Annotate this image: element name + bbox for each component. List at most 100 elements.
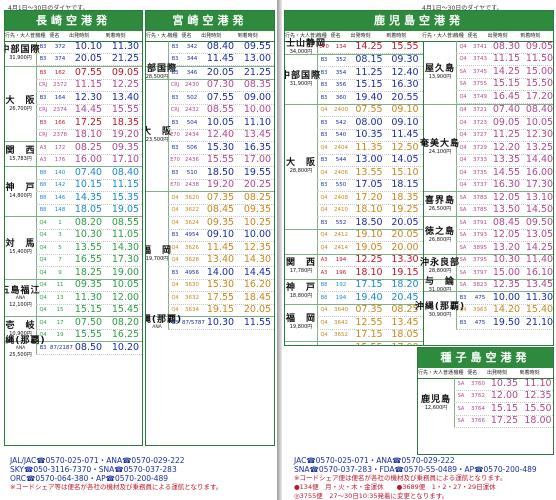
arrival-time: 11.05: [111, 229, 140, 241]
flight-row: B8 142 10.15 11.15: [36, 179, 142, 192]
flight-number: 162: [54, 69, 66, 76]
aircraft-type: Q4: [320, 144, 328, 151]
date-note-right: 4月1日～30日のダイヤです。: [422, 5, 503, 12]
aircraft-type: B3: [39, 43, 47, 50]
aircraft-type: B3: [320, 57, 328, 64]
destination-cell: [146, 41, 169, 66]
departure-time: 08.20: [74, 216, 103, 228]
destination-cell: 沖永良部 28,800円: [420, 254, 459, 279]
departure-time: 17.15: [355, 329, 383, 341]
arrival-time: 13.45: [243, 129, 272, 141]
flight-row: B3 506 15.30 16.35: [168, 142, 274, 155]
departure-time: 15.55: [351, 342, 387, 345]
departure-time: 07.40: [74, 166, 103, 178]
flight-row: B3 344 11.45 13.00: [168, 53, 274, 66]
flight-number: 4956: [185, 269, 199, 276]
aircraft-type: SA: [459, 269, 467, 276]
destination-carrier: ANA: [15, 296, 26, 302]
flight-rows: B8 192 17.15 18.20 B8 194 19.40 20.45: [317, 279, 423, 305]
departure-time: 15.15: [490, 402, 519, 414]
destination-fare: 17,780円: [289, 268, 313, 274]
arrival-time: 17.10: [111, 154, 140, 166]
flight-row: E70 2434 12.40 13.45: [168, 129, 274, 142]
destination-name: 中部国際: [4, 45, 41, 55]
arrival-time: 13.45: [525, 279, 554, 291]
aircraft-type: B3: [320, 94, 328, 101]
flight-row: Q4 3620 07.35 08.25: [168, 192, 274, 205]
departure-time: 08.40: [206, 40, 235, 52]
destination-group: 五島福江 ANA 12,100円 Q4 11 09.35 10.05 Q4 13 11.30 12.…: [5, 278, 142, 317]
flight-rows: B3 475 10.00 11.30 Q4 3963 14.20 15.40 B3 475 19.5…: [456, 292, 553, 330]
flight-number: 2374: [53, 107, 67, 114]
flight-row: B3 354 11.25 12.40: [317, 67, 423, 80]
departure-time: 07.55: [355, 104, 383, 116]
flight-row: B3 87/2187 08.50 10.20: [36, 342, 142, 355]
destination-group: 中部国際 31,900円 B3 352 08.15 09.30 B3 354 11.25 12.4…: [285, 53, 423, 105]
arrival-time: 13.40: [111, 91, 140, 103]
flight-rows: B3 162 07.55 09.05 CRJ 2372 11.15 12.25 B3 164 12.…: [36, 67, 142, 142]
arrival-time: 15.50: [524, 402, 552, 414]
departure-time: 12.40: [206, 129, 235, 141]
flight-row: Q4 17 07.50 08.20: [36, 317, 142, 330]
arrival-time: 14.30: [243, 254, 272, 266]
footer-line: SNA☎0570-037-283・FDA☎0570-55-0489・AP☎057…: [294, 465, 537, 474]
flight-row: Q4 3733 13.35 14.40: [456, 154, 553, 167]
destination-name: 沖縄(那覇): [414, 301, 466, 312]
destination-fare: 26,800円: [428, 236, 452, 243]
destination-cell: 大 阪 28,800円: [285, 104, 318, 229]
destination-group: 喜界島 26,500円 SA 3783 12.05 13.10 SA 3785 13.50 14.…: [424, 191, 553, 217]
destination-carrier: ANA: [15, 346, 26, 352]
departure-time: 20.05: [206, 66, 235, 78]
destination-cell: 福 岡 19,700円: [146, 192, 171, 316]
arrival-time: 16.20: [243, 279, 272, 291]
flight-rows: Q4 3620 07.35 08.25 Q4 3622 08.45 09.35 Q4 3624 09…: [168, 192, 274, 317]
destination-group: 福 岡 19,800円 Q4 3640 07.35 08.25 Q4 3642 12.55 13.…: [285, 303, 423, 342]
flight-number: 3721: [473, 107, 487, 114]
arrival-time: 09.50: [525, 216, 554, 228]
aircraft-type: B3: [320, 219, 328, 226]
arrival-time: 09.35: [111, 141, 140, 153]
flight-rows: A3 194 12.25 13.30 A3 196 18.10 19.15: [317, 254, 423, 280]
departure-time: 13.40: [206, 254, 235, 266]
flight-number: 2436: [185, 157, 199, 164]
flight-row: Q4 3628 13.40 14.30: [168, 254, 274, 267]
col-heading-type: 機種: [167, 33, 178, 39]
destination-fare: 14,800円: [9, 193, 32, 199]
timetable-nagasaki: 長崎空港発行先・大人普通運賃機種便名出発時刻到着時刻中部国際31,900円B33…: [4, 10, 143, 446]
destination-fare: 28,500円: [145, 74, 169, 81]
aircraft-type: SA: [457, 380, 465, 387]
timetable-column: B334208.4009.55B334411.4513.00中部国際28,500…: [145, 40, 274, 445]
left-page: 4月1日～30日のダイヤです。 長崎空港発行先・大人普通運賃機種便名出発時刻到着…: [0, 0, 277, 500]
aircraft-type: Q4: [320, 207, 328, 214]
flight-rows: B3 342 08.40 09.55 B3 344 11.45 13.00: [168, 40, 274, 66]
flight-rows: CRJ 2430 07.30 08.35 B3 502 07.55 09.00 CRJ 2432 0…: [168, 79, 274, 192]
destination-cell: 屋久島 13,900円: [424, 41, 457, 104]
destination-cell: 大 阪 26,700円: [5, 67, 37, 141]
destination-group: 対 馬 15,400円 Q4 1 08.20 08.55 Q4 3 10.30 11.05 Q4 5 1…: [5, 216, 142, 280]
flight-number: 3626: [185, 244, 199, 251]
destination-cell: [285, 229, 318, 254]
aircraft-type: B8: [39, 169, 47, 176]
destination-cell: 関 西 15,783円: [5, 142, 37, 166]
aircraft-type: Q4: [39, 307, 47, 314]
flight-number: 134: [335, 43, 347, 50]
departure-time: 12.20: [492, 141, 521, 153]
departure-time: 08.15: [355, 54, 383, 66]
flight-rows: Q4 17 07.50 08.20 Q4 19 15.55 16.25: [36, 317, 142, 342]
departure-time: 16.45: [492, 90, 521, 102]
col-heading-type: 機種: [316, 33, 327, 39]
aircraft-type: Q4: [459, 93, 467, 100]
destination-name: 沖縄(那覇): [146, 314, 183, 325]
flight-number: 3729: [473, 144, 487, 151]
flight-number: 3745: [473, 68, 487, 75]
flight-number: 3642: [334, 319, 348, 326]
arrival-time: 08.35: [243, 79, 272, 91]
aircraft-type: B3: [171, 269, 179, 276]
departure-time: 10.05: [206, 116, 235, 128]
arrival-time: 21.25: [243, 66, 272, 78]
arrival-time: 12.30: [525, 129, 554, 141]
timetable-column: 屋久島 13,900円 Q4 3741 08.30 09.05 Q4 3743 11.15 11.…: [415, 41, 554, 345]
departure-time: 09.10: [206, 229, 235, 241]
flight-rows: Q4 2412 19.10 20.05 Q4 2414 19.05 20.00: [317, 229, 423, 255]
